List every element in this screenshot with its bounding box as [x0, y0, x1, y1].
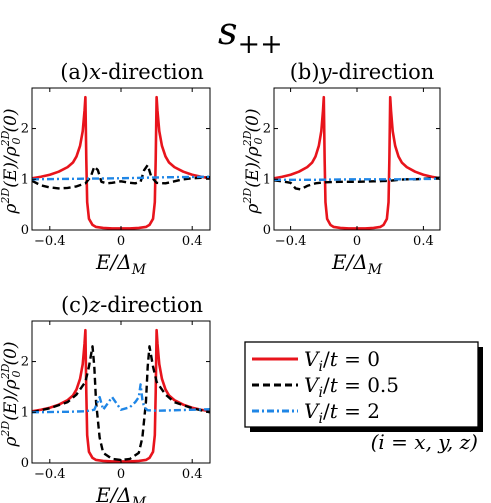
x-tick-label: −0.4 — [34, 467, 66, 482]
y-tick-label: 2 — [263, 122, 271, 137]
y-tick-label: 1 — [21, 405, 29, 420]
y-tick-label: 0 — [21, 223, 29, 238]
x-tick-label: 0 — [117, 467, 125, 482]
y-tick-label: 0 — [263, 223, 271, 238]
series-line-1 — [32, 95, 210, 230]
x-tick-label: 0.4 — [182, 234, 203, 249]
plot-frame — [31, 320, 211, 464]
x-axis-label: E/ΔM — [95, 483, 147, 503]
panel-title-suffix: -direction — [331, 60, 434, 84]
x-tick-label: 0 — [353, 234, 361, 249]
panel-title: (a)x-direction — [60, 60, 204, 84]
plot-frame — [273, 87, 441, 231]
series-group — [274, 95, 440, 230]
x-tick-label: 0.4 — [413, 234, 434, 249]
x-tick-label: 0 — [117, 234, 125, 249]
y-tick-label: 1 — [263, 172, 271, 187]
series-line-2 — [32, 345, 210, 462]
figure-title: s++ — [218, 9, 283, 60]
legend-box — [244, 341, 479, 428]
panel-a: (a)x-direction −0.4 0 0.4 0 1 2 E/ΔM ρ2D(E)/ρ2D0… — [0, 60, 211, 278]
panel-title-var: x — [89, 60, 101, 84]
series-group — [32, 328, 210, 463]
panel-title-suffix: -direction — [100, 293, 203, 317]
figure-title-sub: ++ — [238, 29, 283, 60]
panel-title-var: z — [88, 293, 101, 317]
series-line-1 — [274, 95, 440, 230]
panel-title-prefix: (a) — [60, 60, 89, 84]
panel-title: (c)z-direction — [61, 293, 203, 317]
panel-title-prefix: (b) — [290, 60, 320, 84]
legend-label: Vi/t = 0 — [304, 347, 380, 375]
y-tick-label: 0 — [21, 456, 29, 471]
series-line-1 — [32, 328, 210, 463]
series-line-2 — [274, 176, 440, 191]
legend-label: Vi/t = 2 — [304, 399, 380, 427]
y-tick-label: 1 — [21, 172, 29, 187]
panel-c: (c)z-direction −0.4 0 0.4 0 1 2 E/ΔM ρ2D(E)/ρ2D0… — [0, 293, 211, 503]
series-line-3 — [32, 383, 210, 414]
x-tick-label: −0.4 — [34, 234, 66, 249]
x-axis-label: E/ΔM — [331, 250, 383, 278]
panel-title: (b)y-direction — [290, 60, 435, 84]
legend-label: Vi/t = 0.5 — [304, 373, 399, 401]
y-axis-label: ρ2D(E)/ρ2D0(0) — [241, 108, 265, 214]
panel-b: (b)y-direction −0.4 0 0.4 0 1 2 E/ΔM ρ2D(E)/ρ2D0… — [241, 60, 441, 278]
legend-note: (i = x, y, z) — [371, 430, 478, 454]
x-tick-label: −0.4 — [275, 234, 307, 249]
series-line-3 — [274, 177, 440, 181]
series-line-2 — [32, 163, 210, 190]
y-axis-label: ρ2D(E)/ρ2D0(0) — [0, 341, 23, 447]
panel-title-prefix: (c) — [61, 293, 89, 317]
legend: Vi/t = 0Vi/t = 0.5Vi/t = 2 — [244, 341, 483, 432]
x-tick-label: 0.4 — [182, 467, 203, 482]
y-tick-label: 2 — [21, 355, 29, 370]
x-axis-label: E/ΔM — [95, 250, 147, 278]
series-line-3 — [32, 175, 210, 181]
panel-title-var: y — [319, 60, 333, 84]
series-group — [32, 95, 210, 230]
plot-frame — [31, 87, 211, 231]
figure-title-main: s — [218, 9, 238, 53]
y-tick-label: 2 — [21, 122, 29, 137]
panel-title-suffix: -direction — [101, 60, 204, 84]
y-axis-label: ρ2D(E)/ρ2D0(0) — [0, 108, 23, 214]
